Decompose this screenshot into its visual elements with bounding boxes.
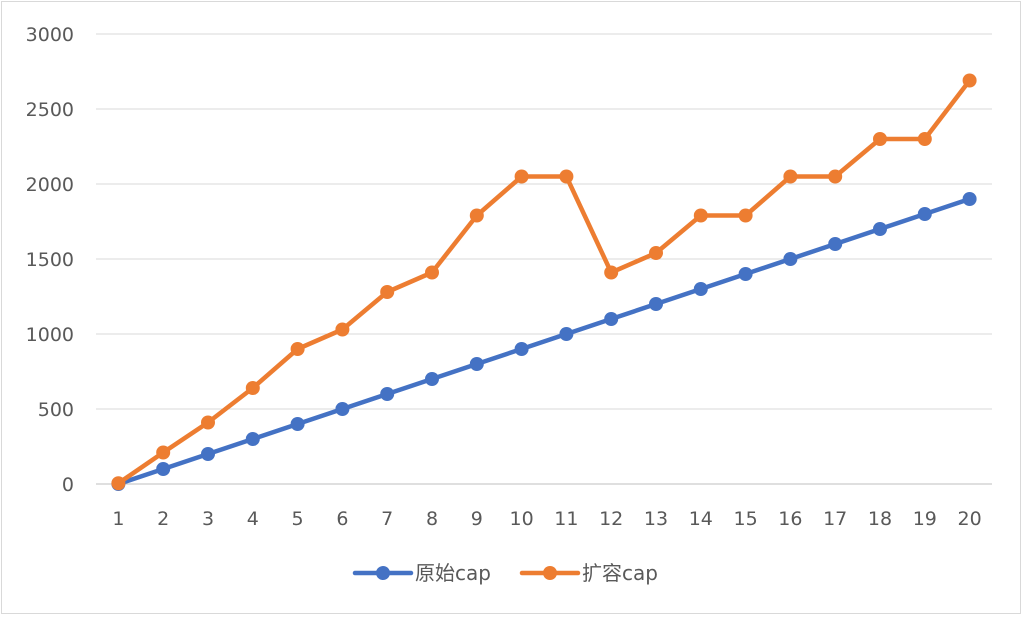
- x-tick-label: 3: [202, 508, 214, 530]
- data-point: [962, 73, 977, 88]
- legend-swatch-marker: [376, 566, 390, 580]
- data-point: [111, 476, 126, 491]
- x-tick-label: 7: [381, 508, 393, 530]
- gridlines: [96, 33, 992, 485]
- data-point: [917, 207, 932, 221]
- legend-item-2: 扩容cap: [519, 561, 658, 585]
- data-point: [245, 432, 260, 446]
- x-axis-ticks: 1 2 3 4 5 6 7 8 9 10 11 12 13 14 15 16 17 18 19 20: [112, 508, 981, 530]
- legend: 原始cap 扩容cap: [352, 561, 658, 585]
- data-point: [201, 447, 215, 461]
- x-tick-label: 11: [554, 508, 578, 530]
- x-tick-label: 19: [913, 508, 937, 530]
- data-point: [738, 208, 753, 223]
- data-point: [514, 169, 529, 184]
- data-point: [783, 252, 798, 266]
- data-point: [649, 246, 663, 260]
- data-point: [156, 445, 171, 460]
- x-tick-label: 14: [689, 508, 713, 530]
- data-point: [693, 282, 708, 296]
- data-point: [559, 169, 574, 184]
- y-tick-label: 2000: [26, 174, 74, 196]
- x-tick-label: 8: [426, 508, 438, 530]
- data-point: [201, 415, 215, 430]
- series-1: [111, 192, 977, 491]
- data-point: [649, 297, 663, 311]
- data-point: [738, 267, 753, 281]
- x-tick-label: 9: [471, 508, 483, 530]
- x-tick-label: 1: [112, 508, 124, 530]
- x-tick-label: 15: [734, 508, 758, 530]
- data-point: [380, 387, 395, 401]
- data-point: [245, 381, 260, 395]
- data-point: [962, 192, 977, 206]
- x-tick-label: 13: [644, 508, 668, 530]
- series-line: [116, 196, 972, 487]
- data-point: [917, 132, 932, 146]
- data-point: [380, 285, 395, 299]
- data-point: [828, 169, 843, 184]
- data-point: [783, 169, 798, 184]
- y-tick-label: 500: [38, 399, 74, 421]
- y-tick-label: 2500: [26, 99, 74, 121]
- data-point: [873, 222, 887, 236]
- data-point: [335, 322, 350, 337]
- x-tick-label: 17: [823, 508, 847, 530]
- data-point: [873, 132, 887, 146]
- data-point: [425, 372, 439, 386]
- y-axis-ticks: 0 500 1000 1500 2000 2500 3000: [26, 24, 74, 496]
- legend-label: 原始cap: [415, 561, 491, 585]
- x-tick-label: 10: [510, 508, 534, 530]
- data-point: [604, 312, 619, 326]
- data-point: [514, 342, 529, 356]
- x-tick-label: 18: [868, 508, 892, 530]
- data-point: [559, 327, 574, 341]
- y-tick-label: 1000: [26, 324, 74, 346]
- data-point: [604, 265, 619, 280]
- y-tick-label: 1500: [26, 249, 74, 271]
- x-tick-label: 5: [292, 508, 304, 530]
- data-point: [469, 208, 484, 223]
- y-tick-label: 0: [62, 474, 74, 496]
- data-point: [290, 342, 305, 356]
- series-line: [116, 78, 972, 486]
- x-tick-label: 20: [958, 508, 982, 530]
- legend-swatch-marker: [543, 566, 557, 580]
- data-point: [290, 417, 305, 431]
- data-point: [335, 402, 350, 416]
- x-tick-label: 12: [599, 508, 623, 530]
- data-point: [469, 357, 484, 371]
- data-point: [156, 462, 171, 476]
- x-tick-label: 2: [157, 508, 169, 530]
- x-tick-label: 16: [778, 508, 802, 530]
- y-tick-label: 3000: [26, 24, 74, 46]
- data-point: [425, 265, 439, 280]
- legend-label: 扩容cap: [582, 561, 658, 585]
- x-tick-label: 6: [336, 508, 348, 530]
- x-tick-label: 4: [247, 508, 259, 530]
- data-point: [693, 208, 708, 223]
- data-point: [828, 237, 843, 251]
- series-2: [111, 73, 977, 491]
- legend-item-1: 原始cap: [352, 561, 491, 585]
- series-group: [111, 73, 977, 491]
